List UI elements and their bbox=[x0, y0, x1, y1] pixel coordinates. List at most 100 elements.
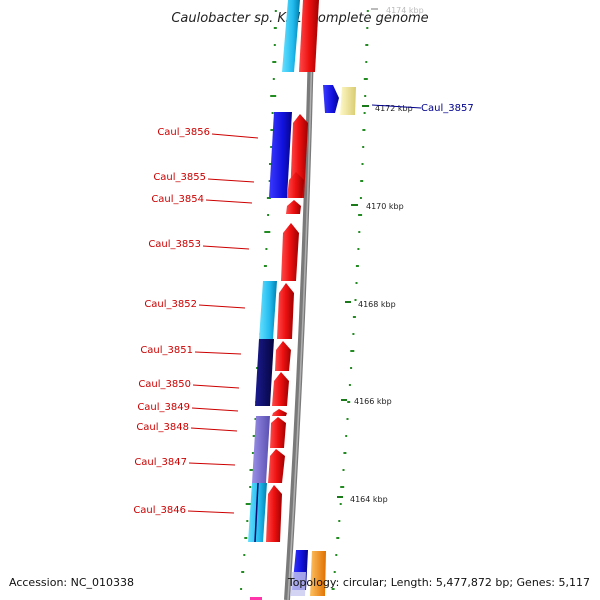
cog-block-lightblue-bottom bbox=[290, 572, 306, 596]
gene-label-caul-3852[interactable]: Caul_3852 bbox=[144, 299, 197, 310]
gc-dot bbox=[352, 316, 356, 318]
cds-block-orange-bottom bbox=[310, 551, 326, 596]
gc-dot bbox=[357, 248, 360, 250]
gc-dot bbox=[252, 435, 256, 437]
gc-dot bbox=[355, 282, 358, 284]
gc-dot bbox=[251, 452, 254, 454]
topology-label: Topology: circular; Length: 5,477,872 bp… bbox=[287, 576, 590, 589]
gc-dot bbox=[249, 469, 254, 471]
tick-label-4164: 4164 kbp bbox=[350, 495, 388, 504]
gene-caul-3853: Caul_3853 bbox=[148, 239, 250, 250]
gc-dot bbox=[272, 78, 275, 80]
cds-arrow-caul-3855 bbox=[287, 172, 304, 198]
cds-arrow-caul-3846 bbox=[266, 485, 282, 542]
gc-dot bbox=[361, 163, 364, 165]
tick-label-4172: 4172 kbp bbox=[375, 104, 413, 113]
cds-arrow-top bbox=[299, 0, 319, 72]
gc-dot bbox=[338, 520, 341, 522]
gene-leader bbox=[187, 510, 235, 514]
gc-dot bbox=[343, 452, 347, 454]
gc-dot bbox=[363, 78, 368, 80]
gene-caul-3848: Caul_3848 bbox=[136, 422, 238, 433]
cds-arrow-caul-3850 bbox=[272, 372, 289, 406]
gene-leader bbox=[192, 384, 240, 389]
gc-dot bbox=[366, 27, 369, 29]
gc-dot bbox=[360, 180, 364, 182]
gene-label-caul-3855[interactable]: Caul_3855 bbox=[153, 172, 206, 183]
gc-dot bbox=[365, 44, 369, 46]
gc-dot bbox=[270, 129, 274, 131]
gc-dot bbox=[268, 180, 271, 182]
gene-leader bbox=[202, 245, 250, 250]
gene-label-caul-3849[interactable]: Caul_3849 bbox=[137, 402, 190, 413]
gene-label-caul-3848[interactable]: Caul_3848 bbox=[136, 422, 189, 433]
gene-leader bbox=[211, 133, 259, 139]
gene-label-caul-3850[interactable]: Caul_3850 bbox=[138, 379, 191, 390]
gene-leader bbox=[191, 407, 239, 412]
tick-label-4166: 4166 kbp bbox=[354, 397, 392, 406]
cog-block-navy bbox=[255, 339, 274, 406]
gene-label-caul-3857[interactable]: Caul_3857 bbox=[421, 103, 474, 114]
gc-dot bbox=[264, 231, 271, 233]
gc-dot bbox=[271, 112, 274, 114]
gene-label-caul-3853[interactable]: Caul_3853 bbox=[148, 239, 201, 250]
gc-dot bbox=[340, 486, 345, 488]
gene-caul-3856: Caul_3856 bbox=[157, 127, 259, 139]
cog-block-cyan-top bbox=[282, 0, 300, 72]
gc-dot bbox=[348, 384, 351, 386]
cds-arrow-caul-3851 bbox=[275, 341, 291, 371]
gc-dot bbox=[270, 95, 277, 97]
gene-caul-3849: Caul_3849 bbox=[137, 402, 239, 413]
gene-label-caul-3851[interactable]: Caul_3851 bbox=[140, 345, 193, 356]
cog-block-cyan-bottom bbox=[248, 483, 267, 542]
gene-leader bbox=[190, 427, 238, 432]
gc-dot bbox=[243, 554, 246, 556]
gene-leader bbox=[205, 199, 253, 204]
gc-dot bbox=[333, 571, 336, 573]
gene-leader bbox=[198, 304, 246, 309]
gc-dot bbox=[364, 95, 367, 97]
cds-arrow-caul-3853 bbox=[281, 223, 299, 281]
gene-leader-caul-3857 bbox=[371, 104, 422, 109]
gene-leader bbox=[188, 462, 236, 466]
gc-dot bbox=[273, 27, 277, 29]
gene-caul-3846: Caul_3846 bbox=[133, 505, 235, 516]
gc-dot bbox=[269, 163, 272, 165]
gc-dot bbox=[266, 197, 271, 199]
gc-dot bbox=[350, 350, 355, 352]
cds-arrow-caul-3854 bbox=[286, 200, 301, 214]
cog-block-cyan bbox=[259, 281, 277, 339]
cds-arrow-caul-3847 bbox=[268, 449, 285, 483]
gene-label-caul-3856[interactable]: Caul_3856 bbox=[157, 127, 210, 138]
gc-dot bbox=[362, 146, 365, 148]
gene-labels: Caul_3856 Caul_3855 Caul_3854 Caul_3853 … bbox=[133, 127, 259, 516]
gc-dot bbox=[355, 265, 359, 267]
gc-dot bbox=[342, 469, 345, 471]
gene-label-right: Caul_3857 bbox=[371, 103, 474, 114]
gene-caul-3850: Caul_3850 bbox=[138, 379, 240, 390]
genome-backbone-highlight bbox=[287, 0, 314, 600]
gc-dot bbox=[362, 129, 366, 131]
gc-dot bbox=[246, 520, 249, 522]
cog-block-divider bbox=[254, 482, 259, 543]
gene-caul-3852: Caul_3852 bbox=[144, 299, 246, 310]
gc-dot bbox=[346, 418, 349, 420]
gene-caul-3847: Caul_3847 bbox=[134, 457, 236, 468]
gc-dot bbox=[358, 231, 361, 233]
gene-caul-3854: Caul_3854 bbox=[151, 194, 253, 205]
gc-dot bbox=[359, 197, 362, 199]
gc-dot bbox=[272, 61, 277, 63]
gene-label-caul-3846[interactable]: Caul_3846 bbox=[133, 505, 186, 516]
gene-label-caul-3847[interactable]: Caul_3847 bbox=[134, 457, 187, 468]
gc-dot bbox=[347, 401, 351, 403]
gc-dot bbox=[273, 44, 276, 46]
genome-backbone bbox=[284, 0, 315, 600]
gc-dot bbox=[254, 418, 257, 420]
gc-dot bbox=[352, 333, 355, 335]
gene-label-caul-3854[interactable]: Caul_3854 bbox=[151, 194, 204, 205]
gene-caul-3855: Caul_3855 bbox=[153, 172, 255, 183]
gc-dot bbox=[358, 214, 363, 216]
gene-leader bbox=[194, 351, 242, 355]
gc-dot bbox=[345, 435, 348, 437]
